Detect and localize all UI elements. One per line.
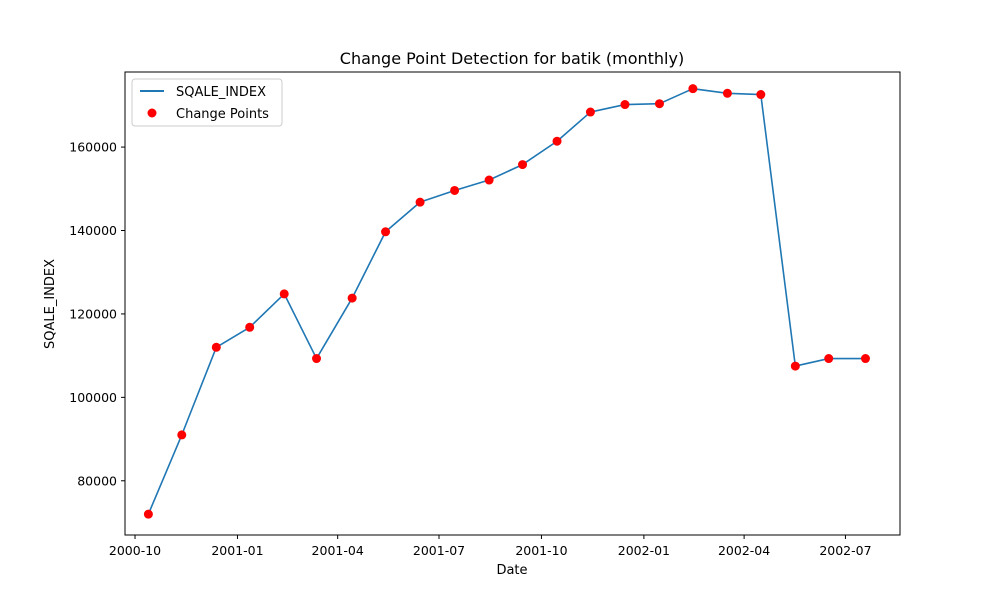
x-tick-label: 2002-07 xyxy=(819,543,871,558)
x-tick-label: 2001-10 xyxy=(515,543,567,558)
chart-title: Change Point Detection for batik (monthl… xyxy=(340,49,684,68)
change-point-marker xyxy=(347,293,357,303)
legend-label-change-points: Change Points xyxy=(176,107,269,122)
x-tick-label: 2001-01 xyxy=(211,543,263,558)
plot-frame xyxy=(124,71,901,536)
change-point-marker xyxy=(279,289,289,299)
change-point-marker xyxy=(756,90,766,100)
x-tick-label: 2000-10 xyxy=(109,543,161,558)
change-point-marker xyxy=(552,136,562,146)
change-point-marker xyxy=(245,322,255,332)
y-tick-label: 100000 xyxy=(69,390,117,405)
axis-ticks: 2000-10 2001-01 2001-04 2001-07 2001-10 2002-… xyxy=(69,140,871,558)
change-point-marker xyxy=(177,430,187,440)
x-tick-label: 2001-04 xyxy=(312,543,364,558)
x-tick-label: 2002-01 xyxy=(618,543,670,558)
change-point-marker xyxy=(312,354,322,364)
legend-box xyxy=(131,78,283,127)
change-point-marker xyxy=(620,100,630,110)
sqale-index-line xyxy=(147,87,866,515)
change-point-marker xyxy=(211,342,221,352)
change-point-marker xyxy=(790,361,800,371)
change-point-marker xyxy=(688,84,698,94)
series-layer xyxy=(143,84,870,519)
x-tick-label: 2002-04 xyxy=(718,543,770,558)
y-tick-label: 160000 xyxy=(69,140,117,155)
change-point-marker xyxy=(484,175,494,185)
change-point-marker xyxy=(824,354,834,364)
x-axis-label: Date xyxy=(496,563,527,578)
change-point-marker xyxy=(415,197,425,207)
change-point-marker xyxy=(518,160,528,170)
y-tick-label: 120000 xyxy=(69,306,117,321)
y-tick-label: 140000 xyxy=(69,223,117,238)
x-tick-label: 2001-07 xyxy=(413,543,465,558)
legend-point-swatch xyxy=(147,108,157,118)
change-point-marker xyxy=(450,185,460,195)
legend-label-sqale-index: SQALE_INDEX xyxy=(176,85,266,100)
plot-area xyxy=(125,72,900,535)
change-point-marker xyxy=(722,88,732,98)
change-point-marker xyxy=(143,509,153,519)
change-point-marker xyxy=(654,99,664,109)
change-point-marker xyxy=(860,354,870,364)
y-tick-label: 80000 xyxy=(77,473,117,488)
y-axis-label: SQALE_INDEX xyxy=(43,259,58,349)
change-point-marker xyxy=(585,107,595,117)
change-point-marker xyxy=(381,227,391,237)
legend: SQALE_INDEX Change Points xyxy=(131,78,283,127)
